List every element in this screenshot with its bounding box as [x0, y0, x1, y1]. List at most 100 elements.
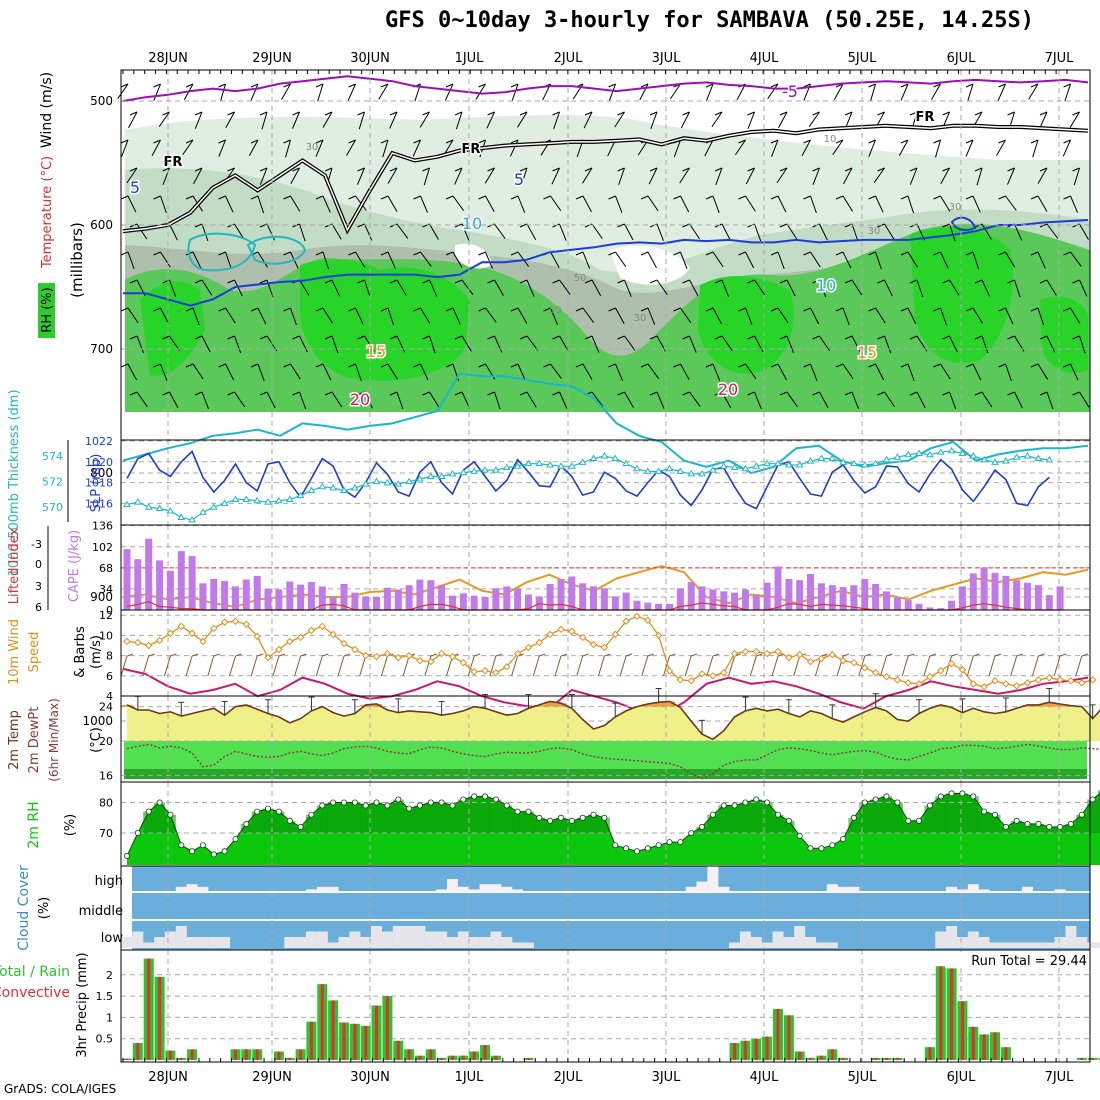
wind-barb-shaft — [582, 307, 595, 323]
rh2m-point — [709, 811, 716, 818]
cloud-high-bar — [436, 889, 448, 892]
wind-barb-flag — [510, 363, 519, 368]
cape-bar — [242, 579, 250, 610]
wind-barb-flag — [510, 139, 519, 144]
thickness-point — [231, 495, 240, 503]
wind-barb-shaft — [429, 391, 440, 408]
precip-convective-bar — [776, 1008, 780, 1060]
rh2m-point — [492, 796, 499, 803]
rh2m-point — [568, 817, 575, 824]
rh2m-dark-fill — [327, 802, 339, 833]
cloud-high-bar — [490, 884, 502, 892]
wind-barb-10m-flag — [235, 653, 242, 657]
wind-barb-flag — [348, 251, 356, 256]
wind-barb-flag — [218, 251, 226, 256]
rh2m-point — [753, 796, 760, 803]
cape-bar — [166, 570, 174, 610]
wind-barb-shaft — [1005, 307, 1014, 325]
wind-barb-shaft — [851, 223, 859, 242]
wind-barb-flag — [120, 83, 129, 88]
cape-bar — [969, 573, 977, 610]
thickness-point — [936, 448, 945, 455]
wind-barb-flag — [584, 279, 593, 284]
wind-barb-flag — [998, 83, 1006, 88]
wind-barb-flag — [185, 195, 194, 200]
wind-barb-10m — [1075, 655, 1083, 677]
wind-barb-shaft — [396, 391, 404, 410]
wind-barb-shaft — [331, 223, 342, 240]
cloud-low-bar — [284, 937, 296, 948]
cloud-high-bar — [956, 889, 968, 892]
thickness-point — [741, 464, 750, 472]
cape-bar — [1045, 595, 1053, 610]
rh2m-dark-fill — [154, 802, 166, 833]
wind-barb-flag — [673, 195, 681, 200]
rh2m-point — [514, 808, 521, 815]
rh2m-point — [916, 817, 923, 824]
wind-barb-shaft — [647, 195, 659, 212]
wind-speed-point — [839, 656, 847, 665]
wind-barb-flag — [770, 83, 779, 88]
precip-tick-label: 2 — [106, 969, 113, 982]
wind-barb-shaft — [909, 167, 918, 185]
wind-barb-flag — [259, 391, 268, 396]
wind-barb-10m — [142, 655, 150, 677]
thickness-point — [622, 459, 630, 467]
rh2m-point — [460, 796, 467, 803]
wind-barb-flag — [487, 111, 495, 116]
wind-barb-flag — [714, 391, 723, 396]
wind-barb-flag — [909, 167, 918, 172]
wind-barb-shaft — [1046, 279, 1057, 296]
isotherm-label: 15 — [857, 343, 877, 362]
thickness-point — [416, 475, 424, 482]
cape-bar — [286, 581, 294, 610]
wind-barb-shaft — [972, 307, 983, 324]
wind-barb-flag — [259, 335, 268, 340]
wind-barb-flag — [380, 195, 389, 200]
wind-barb-10m — [511, 655, 519, 677]
wind-speed-point — [893, 676, 902, 684]
wind-barb-flag — [900, 307, 909, 312]
wind-barb-shaft — [582, 363, 593, 380]
wind-barb-shaft — [786, 391, 798, 407]
cape-bar — [1034, 585, 1042, 610]
rh2m-point — [1057, 823, 1064, 830]
wind-barb-flag — [835, 251, 844, 256]
wind-barb-shaft — [315, 139, 324, 157]
wind-barb-flag — [283, 195, 291, 200]
wind-barb-flag — [965, 363, 974, 368]
wind-barb-shaft — [126, 167, 138, 184]
wind-barb-shaft — [322, 363, 332, 381]
wind-barb-shaft — [940, 363, 951, 380]
wind-barb-flag — [422, 111, 430, 116]
precip-convective-bar — [277, 1051, 281, 1060]
wind-barb-shaft — [680, 111, 690, 129]
wind-barb-shaft — [520, 167, 528, 186]
lifted-index-tick-label: 6 — [35, 601, 42, 614]
wind-barb-shaft — [810, 251, 821, 268]
rh2m-dark-fill — [371, 802, 382, 833]
rh2m-point — [482, 793, 489, 800]
precip-convective-bar — [364, 1025, 368, 1060]
wind-speed-point — [405, 651, 413, 660]
wind-barb-shaft — [777, 195, 787, 213]
thickness-point — [524, 459, 533, 467]
wind-barb-flag — [552, 335, 560, 340]
wind-barb-shaft — [454, 167, 463, 185]
wind-barb-flag — [779, 167, 788, 172]
wind-barb-shaft — [614, 111, 625, 128]
wind-barb-flag — [803, 83, 811, 88]
wind-barb-shaft — [931, 83, 941, 100]
wind-barb-shaft — [615, 307, 625, 324]
rh2m-point — [351, 799, 358, 806]
rh2m-dark-fill — [381, 805, 393, 833]
rh2m-point — [742, 799, 749, 806]
wind-barb-flag — [584, 335, 593, 340]
rh2m-dark-fill — [577, 817, 589, 834]
wind-barb-shaft — [650, 111, 658, 130]
wind-barb-flag — [445, 195, 454, 200]
precip-convective-bar — [299, 1049, 303, 1060]
bottom-date-label: 30JUN — [350, 1070, 390, 1085]
wind-barb-flag — [942, 279, 950, 284]
cloud-low-bar — [1022, 942, 1033, 948]
